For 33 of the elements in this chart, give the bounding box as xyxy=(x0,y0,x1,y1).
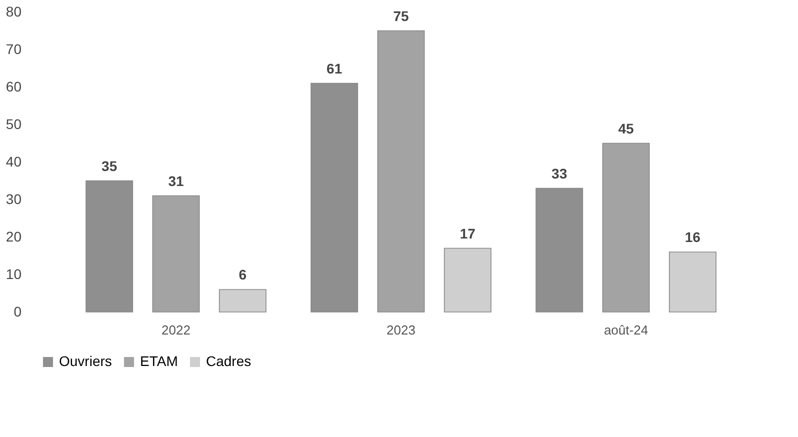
legend-label: Cadres xyxy=(206,353,252,369)
data-label: 16 xyxy=(684,229,701,245)
y-tick-label: 40 xyxy=(6,154,22,170)
data-label: 61 xyxy=(326,60,342,76)
y-tick-label: 50 xyxy=(6,116,22,132)
y-tick-label: 70 xyxy=(6,41,22,57)
x-tick-label: 2022 xyxy=(162,322,190,338)
y-tick-label: 10 xyxy=(6,266,22,282)
bar xyxy=(310,82,358,312)
bar xyxy=(602,142,650,312)
bar xyxy=(536,188,584,312)
data-label: 17 xyxy=(460,225,476,242)
x-tick-label: 2023 xyxy=(386,322,416,338)
y-tick-label: 20 xyxy=(6,228,22,244)
data-label: 45 xyxy=(618,120,634,136)
data-label: 31 xyxy=(168,172,184,189)
bar xyxy=(86,180,134,312)
y-tick-label: 30 xyxy=(6,191,22,207)
bar xyxy=(377,30,425,312)
data-label: 33 xyxy=(552,165,568,182)
legend-label: ETAM xyxy=(140,353,178,369)
bar xyxy=(444,248,492,312)
y-tick-label: 80 xyxy=(6,4,22,20)
data-label: 35 xyxy=(102,158,118,174)
y-tick-label: 0 xyxy=(14,304,22,320)
bar xyxy=(152,195,200,312)
data-label: 75 xyxy=(393,8,409,24)
bar xyxy=(218,289,266,312)
data-label: 6 xyxy=(238,266,247,282)
x-tick-label: août-24 xyxy=(604,322,648,338)
y-tick-label: 60 xyxy=(6,78,22,94)
legend-label: Ouvriers xyxy=(59,353,112,369)
bar xyxy=(668,252,716,312)
